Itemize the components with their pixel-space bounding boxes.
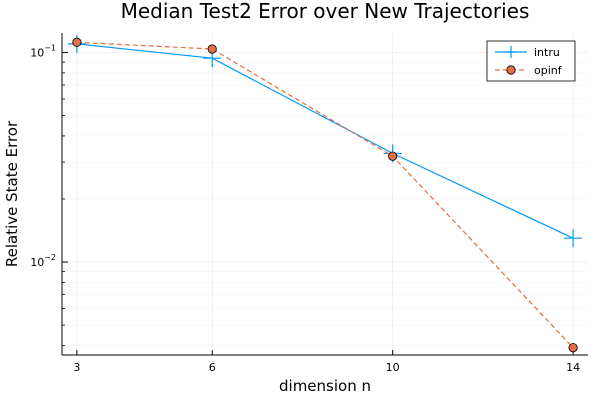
data-point-opinf: [72, 37, 82, 47]
series-line-opinf: [76, 41, 574, 349]
x-tick-label: 14: [566, 361, 580, 374]
series-line-intru: [76, 43, 574, 239]
legend-marker-intru: [505, 46, 517, 58]
x-tick-label: 3: [73, 361, 80, 374]
y-axis-label: Relative State Error: [3, 120, 21, 267]
axes: [61, 33, 588, 356]
legend-marker-opinf: [506, 65, 516, 75]
x-tick-label: 10: [386, 361, 400, 374]
data-point-opinf: [388, 151, 398, 161]
ticks: 3 6 10 14 10−1 10−2: [30, 44, 580, 374]
y-tick-label: 10−2: [30, 253, 56, 269]
series: [67, 34, 583, 353]
data-point-intru: [564, 229, 583, 248]
legend: intru opinf: [486, 40, 576, 82]
x-tick-label: 6: [209, 361, 216, 374]
x-axis-label: dimension n: [279, 377, 371, 395]
legend-label-intru: intru: [534, 46, 560, 59]
chart-title: Median Test2 Error over New Trajectories: [121, 0, 530, 23]
data-point-opinf: [568, 343, 578, 353]
y-tick-label: 10−1: [30, 44, 56, 60]
legend-label-opinf: opinf: [534, 64, 563, 77]
data-point-opinf: [207, 44, 217, 54]
legend-box: [486, 40, 576, 82]
